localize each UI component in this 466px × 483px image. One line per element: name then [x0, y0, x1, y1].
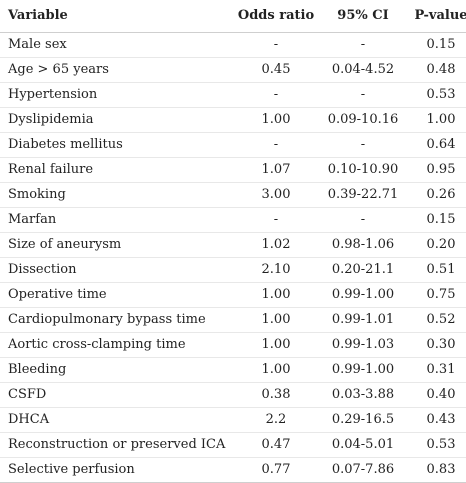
cell-odds-ratio: 1.02: [234, 232, 318, 258]
table-row: Male sex - - 0.15: [0, 32, 466, 58]
cell-variable: Reconstruction or preserved ICA: [0, 432, 234, 458]
table-body: Male sex - - 0.15 Age > 65 years 0.45 0.…: [0, 32, 466, 483]
cell-odds-ratio: -: [234, 132, 318, 158]
cell-variable: Dyslipidemia: [0, 107, 234, 133]
table-row: Selective perfusion 0.77 0.07-7.86 0.83: [0, 457, 466, 483]
table-row: Bleeding 1.00 0.99-1.00 0.31: [0, 357, 466, 383]
cell-ci: 0.04-4.52: [318, 57, 408, 83]
cell-odds-ratio: -: [234, 32, 318, 58]
cell-variable: CSFD: [0, 382, 234, 408]
cell-odds-ratio: 0.47: [234, 432, 318, 458]
table-row: Size of aneurysm 1.02 0.98-1.06 0.20: [0, 232, 466, 258]
table-header: Variable Odds ratio 95% CI P-value: [0, 0, 466, 33]
table-row: DHCA 2.2 0.29-16.5 0.43: [0, 407, 466, 433]
cell-p-value: 0.95: [408, 157, 466, 183]
cell-ci: 0.09-10.16: [318, 107, 408, 133]
cell-odds-ratio: 2.10: [234, 257, 318, 283]
cell-odds-ratio: 1.00: [234, 282, 318, 308]
cell-odds-ratio: 2.2: [234, 407, 318, 433]
cell-p-value: 0.83: [408, 457, 466, 483]
cell-p-value: 0.15: [408, 207, 466, 233]
cell-p-value: 0.64: [408, 132, 466, 158]
table-row: Reconstruction or preserved ICA 0.47 0.0…: [0, 432, 466, 458]
table-row: Aortic cross-clamping time 1.00 0.99-1.0…: [0, 332, 466, 358]
cell-variable: Diabetes mellitus: [0, 132, 234, 158]
table-row: Cardiopulmonary bypass time 1.00 0.99-1.…: [0, 307, 466, 333]
cell-ci: 0.98-1.06: [318, 232, 408, 258]
table-row: Smoking 3.00 0.39-22.71 0.26: [0, 182, 466, 208]
cell-ci: -: [318, 32, 408, 58]
cell-p-value: 1.00: [408, 107, 466, 133]
cell-odds-ratio: 0.77: [234, 457, 318, 483]
cell-variable: Age > 65 years: [0, 57, 234, 83]
table-row: Diabetes mellitus - - 0.64: [0, 132, 466, 158]
cell-variable: DHCA: [0, 407, 234, 433]
cell-p-value: 0.48: [408, 57, 466, 83]
cell-odds-ratio: 3.00: [234, 182, 318, 208]
cell-variable: Operative time: [0, 282, 234, 308]
table-row: CSFD 0.38 0.03-3.88 0.40: [0, 382, 466, 408]
cell-ci: 0.99-1.00: [318, 282, 408, 308]
cell-variable: Cardiopulmonary bypass time: [0, 307, 234, 333]
cell-p-value: 0.26: [408, 182, 466, 208]
header-p-value: P-value: [408, 0, 466, 33]
table-row: Marfan - - 0.15: [0, 207, 466, 233]
cell-variable: Aortic cross-clamping time: [0, 332, 234, 358]
cell-ci: -: [318, 82, 408, 108]
cell-ci: -: [318, 132, 408, 158]
cell-ci: 0.99-1.03: [318, 332, 408, 358]
cell-ci: -: [318, 207, 408, 233]
cell-p-value: 0.15: [408, 32, 466, 58]
cell-odds-ratio: 1.00: [234, 332, 318, 358]
table-row: Dissection 2.10 0.20-21.1 0.51: [0, 257, 466, 283]
cell-p-value: 0.40: [408, 382, 466, 408]
table-row: Age > 65 years 0.45 0.04-4.52 0.48: [0, 57, 466, 83]
cell-odds-ratio: 1.00: [234, 357, 318, 383]
cell-odds-ratio: 0.45: [234, 57, 318, 83]
cell-variable: Male sex: [0, 32, 234, 58]
cell-p-value: 0.30: [408, 332, 466, 358]
cell-ci: 0.10-10.90: [318, 157, 408, 183]
cell-p-value: 0.52: [408, 307, 466, 333]
cell-p-value: 0.75: [408, 282, 466, 308]
table-row: Operative time 1.00 0.99-1.00 0.75: [0, 282, 466, 308]
cell-odds-ratio: -: [234, 207, 318, 233]
cell-odds-ratio: -: [234, 82, 318, 108]
header-odds-ratio: Odds ratio: [234, 0, 318, 33]
cell-p-value: 0.51: [408, 257, 466, 283]
cell-p-value: 0.31: [408, 357, 466, 383]
cell-p-value: 0.53: [408, 82, 466, 108]
cell-p-value: 0.20: [408, 232, 466, 258]
cell-ci: 0.99-1.01: [318, 307, 408, 333]
cell-ci: 0.04-5.01: [318, 432, 408, 458]
cell-odds-ratio: 1.00: [234, 107, 318, 133]
table-row: Renal failure 1.07 0.10-10.90 0.95: [0, 157, 466, 183]
header-variable: Variable: [0, 0, 234, 33]
cell-variable: Hypertension: [0, 82, 234, 108]
cell-ci: 0.29-16.5: [318, 407, 408, 433]
cell-variable: Dissection: [0, 257, 234, 283]
cell-odds-ratio: 1.00: [234, 307, 318, 333]
cell-odds-ratio: 1.07: [234, 157, 318, 183]
cell-ci: 0.03-3.88: [318, 382, 408, 408]
cell-ci: 0.07-7.86: [318, 457, 408, 483]
cell-ci: 0.99-1.00: [318, 357, 408, 383]
cell-odds-ratio: 0.38: [234, 382, 318, 408]
cell-ci: 0.39-22.71: [318, 182, 408, 208]
cell-variable: Selective perfusion: [0, 457, 234, 483]
header-ci: 95% CI: [318, 0, 408, 33]
table-row: Hypertension - - 0.53: [0, 82, 466, 108]
cell-variable: Smoking: [0, 182, 234, 208]
table-row: Dyslipidemia 1.00 0.09-10.16 1.00: [0, 107, 466, 133]
header-row: Variable Odds ratio 95% CI P-value: [0, 0, 466, 33]
cell-variable: Bleeding: [0, 357, 234, 383]
cell-variable: Marfan: [0, 207, 234, 233]
cell-ci: 0.20-21.1: [318, 257, 408, 283]
cell-p-value: 0.53: [408, 432, 466, 458]
cell-variable: Size of aneurysm: [0, 232, 234, 258]
cell-variable: Renal failure: [0, 157, 234, 183]
cell-p-value: 0.43: [408, 407, 466, 433]
